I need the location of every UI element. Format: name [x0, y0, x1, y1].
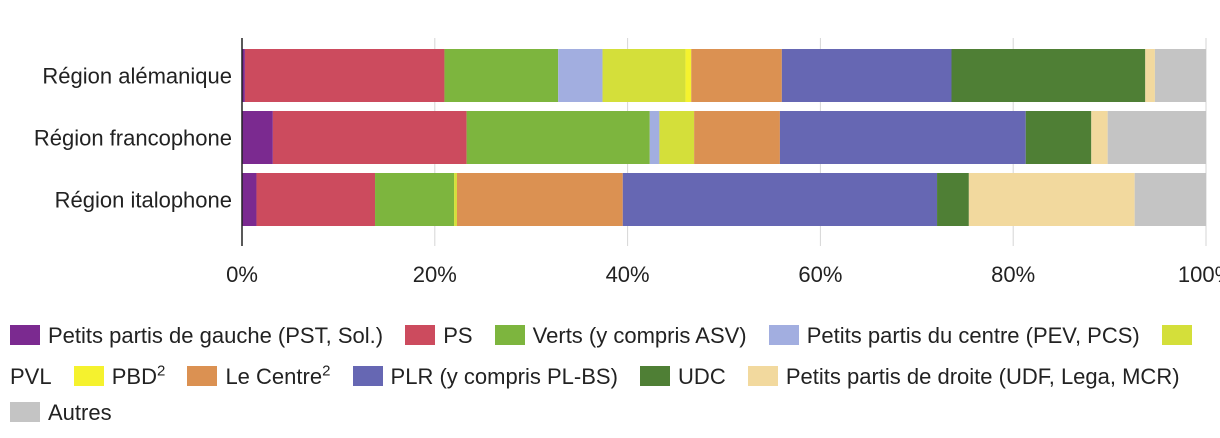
legend-item: Autres: [10, 400, 112, 425]
bar-segment: [1134, 173, 1206, 226]
x-tick-label: 80%: [991, 262, 1035, 287]
legend-label: PBD2: [111, 363, 166, 390]
legend-label: Le Centre2: [225, 363, 331, 390]
legend-label: PVL: [10, 364, 52, 390]
bar-segment: [375, 173, 455, 226]
legend-swatch: [640, 366, 671, 387]
legend-swatch: [494, 325, 525, 345]
bar-segment: [242, 111, 273, 164]
legend-item: Petits partis du centre (PEV, PCS): [768, 323, 1140, 348]
x-axis-tick-labels: 0% 20% 40% 60% 80% 100%: [226, 262, 1220, 287]
bar-segment: [444, 49, 559, 102]
bar-segment: [649, 111, 660, 164]
legend-item: PVL: [10, 323, 1200, 389]
category-label: Région francophone: [34, 126, 232, 151]
legend-label: PS: [443, 323, 473, 348]
x-tick-label: 0%: [226, 262, 258, 287]
bar-segment: [779, 111, 1026, 164]
category-label: Région alémanique: [42, 64, 232, 89]
x-tick-label: 60%: [798, 262, 842, 287]
bar-segment: [968, 173, 1135, 226]
legend-label: UDC: [678, 364, 726, 390]
bar-segment: [242, 173, 257, 226]
legend-swatch: [747, 366, 778, 387]
legend: Petits partis de gauche (PST, Sol.) PS V…: [10, 318, 1210, 431]
legend-label: Petits partis de gauche (PST, Sol.): [48, 323, 384, 348]
bar-segment: [602, 49, 686, 102]
legend-footnote-marker: 2: [322, 363, 331, 380]
bar-segment: [1145, 49, 1155, 102]
legend-label: Autres: [48, 400, 112, 426]
bar-segment: [691, 49, 782, 102]
bar-segment: [244, 49, 445, 102]
legend-item: Le Centre2: [187, 363, 331, 390]
bar-segment: [454, 173, 457, 226]
bar-segment: [1154, 49, 1206, 102]
legend-item: PLR (y compris PL-BS): [352, 364, 618, 390]
bar-segment: [781, 49, 952, 102]
legend-label: PLR (y compris PL-BS): [390, 364, 618, 390]
legend-label: Verts (y compris ASV): [532, 323, 747, 348]
legend-item: UDC: [640, 364, 726, 389]
legend-swatch: [352, 366, 383, 387]
bar-segment: [951, 49, 1146, 102]
bar-segment: [685, 49, 692, 102]
bar-segment: [622, 173, 938, 226]
legend-label: Petits partis du centre (PEV, PCS): [806, 323, 1140, 348]
legend-label: Petits partis de droite (UDF, Lega, MCR): [785, 364, 1180, 390]
bar-segment: [272, 111, 467, 164]
legend-swatch: [73, 366, 104, 387]
legend-item: Petits partis de droite (UDF, Lega, MCR): [747, 364, 1180, 390]
legend-swatch: [187, 366, 218, 387]
bar-segment: [558, 49, 603, 102]
stacked-bar-chart: Région alémanique Région francophone Régio…: [34, 38, 1220, 287]
category-label: Région italophone: [55, 188, 232, 213]
x-tick-label: 40%: [606, 262, 650, 287]
legend-item: PS: [405, 323, 473, 348]
legend-footnote-marker: 2: [156, 363, 166, 380]
bars: [242, 49, 1206, 226]
legend-swatch: [10, 325, 40, 345]
x-tick-label: 100%: [1178, 262, 1220, 287]
bar-segment: [256, 173, 376, 226]
legend-item: Verts (y compris ASV): [494, 323, 747, 348]
bar-segment: [937, 173, 969, 226]
legend-swatch: [1161, 325, 1192, 345]
bar-segment: [1025, 111, 1092, 164]
bar-segment: [466, 111, 650, 164]
y-axis-labels: Région alémanique Région francophone Régio…: [34, 64, 232, 213]
bar-segment: [659, 111, 695, 164]
bar-segment: [456, 173, 623, 226]
bar-segment: [694, 111, 780, 164]
x-tick-label: 20%: [413, 262, 457, 287]
bar-segment: [242, 49, 245, 102]
legend-swatch: [768, 325, 799, 345]
legend-item: Petits partis de gauche (PST, Sol.): [10, 323, 383, 348]
legend-swatch: [405, 325, 436, 345]
bar-segment: [1107, 111, 1206, 164]
legend-swatch: [10, 402, 40, 423]
legend-item: PBD2: [73, 363, 166, 390]
bar-segment: [1091, 111, 1108, 164]
